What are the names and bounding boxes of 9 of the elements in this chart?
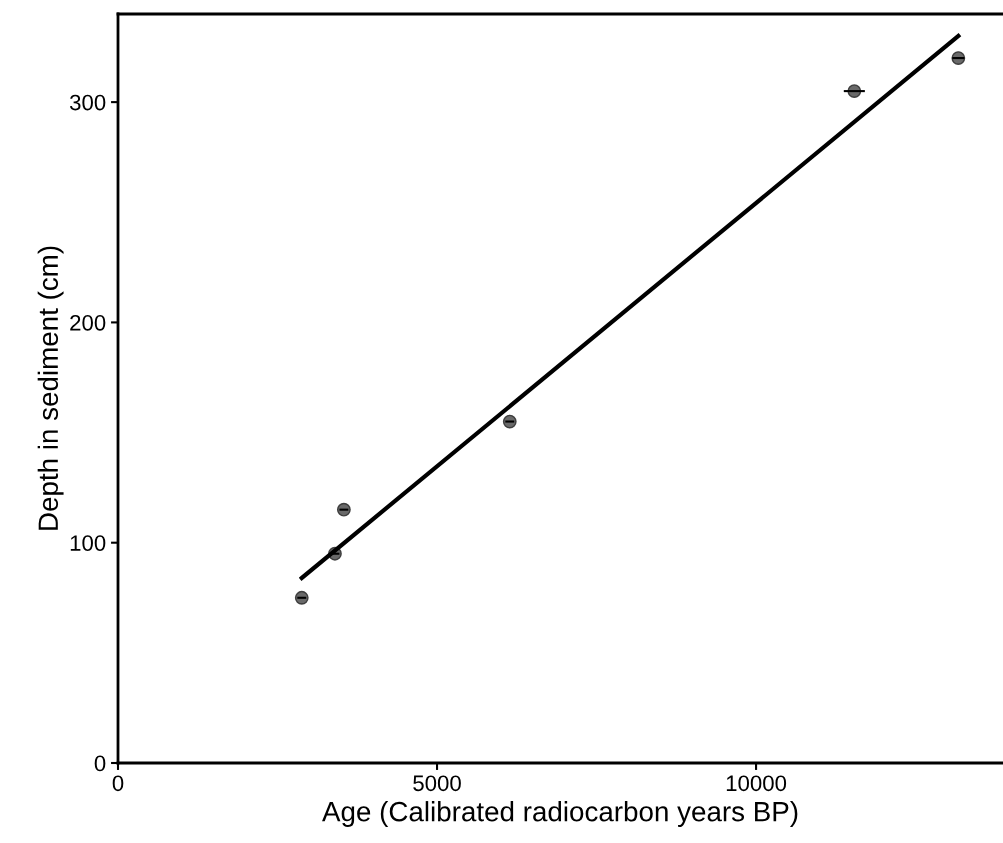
y-tick-label: 0 [94, 755, 106, 772]
x-tick-label: 10000 [726, 775, 787, 792]
y-tick-label: 200 [70, 314, 106, 331]
y-tick-label: 100 [70, 535, 106, 551]
x-tick-label: 5000 [413, 775, 461, 792]
x-tick-label: 0 [112, 775, 124, 792]
y-axis-title: Depth in sediment (cm) [37, 246, 64, 530]
y-tick-label: 300 [69, 94, 106, 111]
x-axis-title: Age (Calibrated radiocarbon years BP) [322, 801, 798, 827]
